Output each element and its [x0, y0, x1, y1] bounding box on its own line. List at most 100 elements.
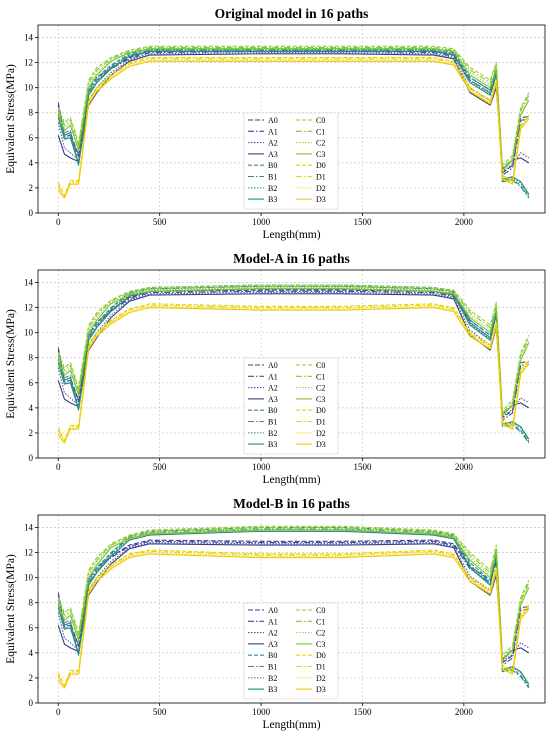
x-tick-label: 2000 — [455, 462, 474, 472]
x-tick-label: 500 — [153, 462, 167, 472]
legend-label-a3: A3 — [268, 150, 278, 159]
legend-label-c2: C2 — [316, 629, 325, 638]
series-line-d3 — [57, 60, 530, 199]
legend-label-c0: C0 — [316, 361, 325, 370]
y-tick-label: 6 — [29, 623, 34, 633]
legend-label-d3: D3 — [316, 195, 326, 204]
y-tick-label: 14 — [24, 33, 34, 43]
y-tick-label: 4 — [29, 648, 34, 658]
series-line-a1 — [57, 540, 529, 666]
legend-label-b0: B0 — [268, 651, 277, 660]
legend-label-d1: D1 — [316, 418, 326, 427]
legend-label-c3: C3 — [316, 640, 325, 649]
x-tick-label: 2000 — [455, 707, 474, 717]
legend-label-b3: B3 — [268, 195, 277, 204]
legend-label-b1: B1 — [268, 663, 277, 672]
legend-label-a1: A1 — [268, 617, 278, 626]
legend: A0 A1 A2 A3 B0 B1 B2 B3 C0 C1 C2 C3 D0 D1 D2 D3 — [243, 112, 339, 210]
series-line-d2 — [57, 305, 530, 444]
chart-title: Model-A in 16 paths — [233, 251, 350, 266]
series-line-b1 — [57, 528, 530, 689]
legend-label-a0: A0 — [268, 116, 278, 125]
chart-svg: Model-A in 16 paths 0 2 4 6 8 10 12 14 0 500 1000 15… — [5, 251, 546, 486]
y-tick-label: 12 — [24, 58, 33, 68]
legend-label-b2: B2 — [268, 674, 277, 683]
x-tick-label: 1000 — [252, 707, 271, 717]
legend-label-c2: C2 — [316, 384, 325, 393]
y-tick-label: 8 — [29, 598, 34, 608]
legend-label-c0: C0 — [316, 116, 325, 125]
y-tick-label: 12 — [24, 548, 33, 558]
y-tick-label: 0 — [29, 698, 34, 708]
legend-label-b1: B1 — [268, 173, 277, 182]
chart-svg: Original model in 16 paths 0 2 4 6 8 10 12 14 0 50… — [5, 6, 546, 241]
x-tick-label: 0 — [56, 462, 61, 472]
legend-label-b0: B0 — [268, 406, 277, 415]
x-axis-label: Length(mm) — [262, 474, 320, 486]
y-axis-label: Equivalent Stress(MPa) — [5, 309, 17, 419]
legend-label-a3: A3 — [268, 395, 278, 404]
x-tick-label: 1000 — [252, 217, 271, 227]
series-group — [57, 525, 530, 689]
chart-panel-model-a: Model-A in 16 paths 0 2 4 6 8 10 12 14 0 500 1000 15… — [0, 245, 550, 490]
legend-label-d2: D2 — [316, 429, 326, 438]
legend-label-d0: D0 — [316, 406, 326, 415]
legend-box — [243, 602, 339, 700]
legend-label-a0: A0 — [268, 361, 278, 370]
y-tick-label: 2 — [29, 183, 34, 193]
y-tick-label: 0 — [29, 208, 34, 218]
series-group — [57, 284, 530, 444]
legend-label-a2: A2 — [268, 629, 278, 638]
chart-svg: Model-B in 16 paths 0 2 4 6 8 10 12 14 0 500 1000 15… — [5, 496, 546, 731]
legend-label-d0: D0 — [316, 651, 326, 660]
x-tick-label: 0 — [56, 707, 61, 717]
y-tick-label: 0 — [29, 453, 34, 463]
series-line-d2 — [57, 59, 530, 199]
x-tick-label: 500 — [153, 217, 167, 227]
y-tick-label: 10 — [24, 83, 34, 93]
legend-box — [243, 357, 339, 455]
legend-label-c1: C1 — [316, 617, 325, 626]
y-tick-label: 6 — [29, 133, 34, 143]
x-axis-label: Length(mm) — [262, 229, 320, 241]
legend-label-d0: D0 — [316, 161, 326, 170]
series-line-d3 — [57, 553, 530, 689]
legend-label-a3: A3 — [268, 640, 278, 649]
plot-frame — [37, 24, 546, 214]
legend-label-c1: C1 — [316, 127, 325, 136]
legend-label-d1: D1 — [316, 173, 326, 182]
x-tick-label: 0 — [56, 217, 61, 227]
chart-panel-model-b: Model-B in 16 paths 0 2 4 6 8 10 12 14 0 500 1000 15… — [0, 490, 550, 735]
y-tick-label: 12 — [24, 303, 33, 313]
legend-label-b2: B2 — [268, 429, 277, 438]
legend-label-c3: C3 — [316, 395, 325, 404]
y-tick-label: 8 — [29, 353, 34, 363]
x-tick-label: 1000 — [252, 462, 271, 472]
y-tick-label: 4 — [29, 158, 34, 168]
y-tick-label: 6 — [29, 378, 34, 388]
x-axis-label: Length(mm) — [262, 719, 320, 731]
chart-panel-original: Original model in 16 paths 0 2 4 6 8 10 12 14 0 50… — [0, 0, 550, 245]
x-tick-label: 2000 — [455, 217, 474, 227]
legend-label-a2: A2 — [268, 384, 278, 393]
x-tick-label: 1500 — [353, 462, 372, 472]
legend-label-a0: A0 — [268, 606, 278, 615]
legend-label-b1: B1 — [268, 418, 277, 427]
x-tick-label: 1500 — [353, 217, 372, 227]
legend-label-b3: B3 — [268, 685, 277, 694]
y-tick-label: 14 — [24, 523, 34, 533]
legend-label-d3: D3 — [316, 685, 326, 694]
legend: A0 A1 A2 A3 B0 B1 B2 B3 C0 C1 C2 C3 D0 D1 D2 D3 — [243, 357, 339, 455]
legend-label-c0: C0 — [316, 606, 325, 615]
y-tick-label: 2 — [29, 428, 34, 438]
legend-label-a1: A1 — [268, 372, 278, 381]
legend-label-a2: A2 — [268, 139, 278, 148]
legend-label-c2: C2 — [316, 139, 325, 148]
y-tick-label: 8 — [29, 108, 34, 118]
y-tick-label: 14 — [24, 278, 34, 288]
plot-frame — [37, 514, 546, 704]
legend-label-c1: C1 — [316, 372, 325, 381]
plot-frame — [37, 269, 546, 459]
y-axis-label: Equivalent Stress(MPa) — [5, 64, 17, 174]
legend-box — [243, 112, 339, 210]
